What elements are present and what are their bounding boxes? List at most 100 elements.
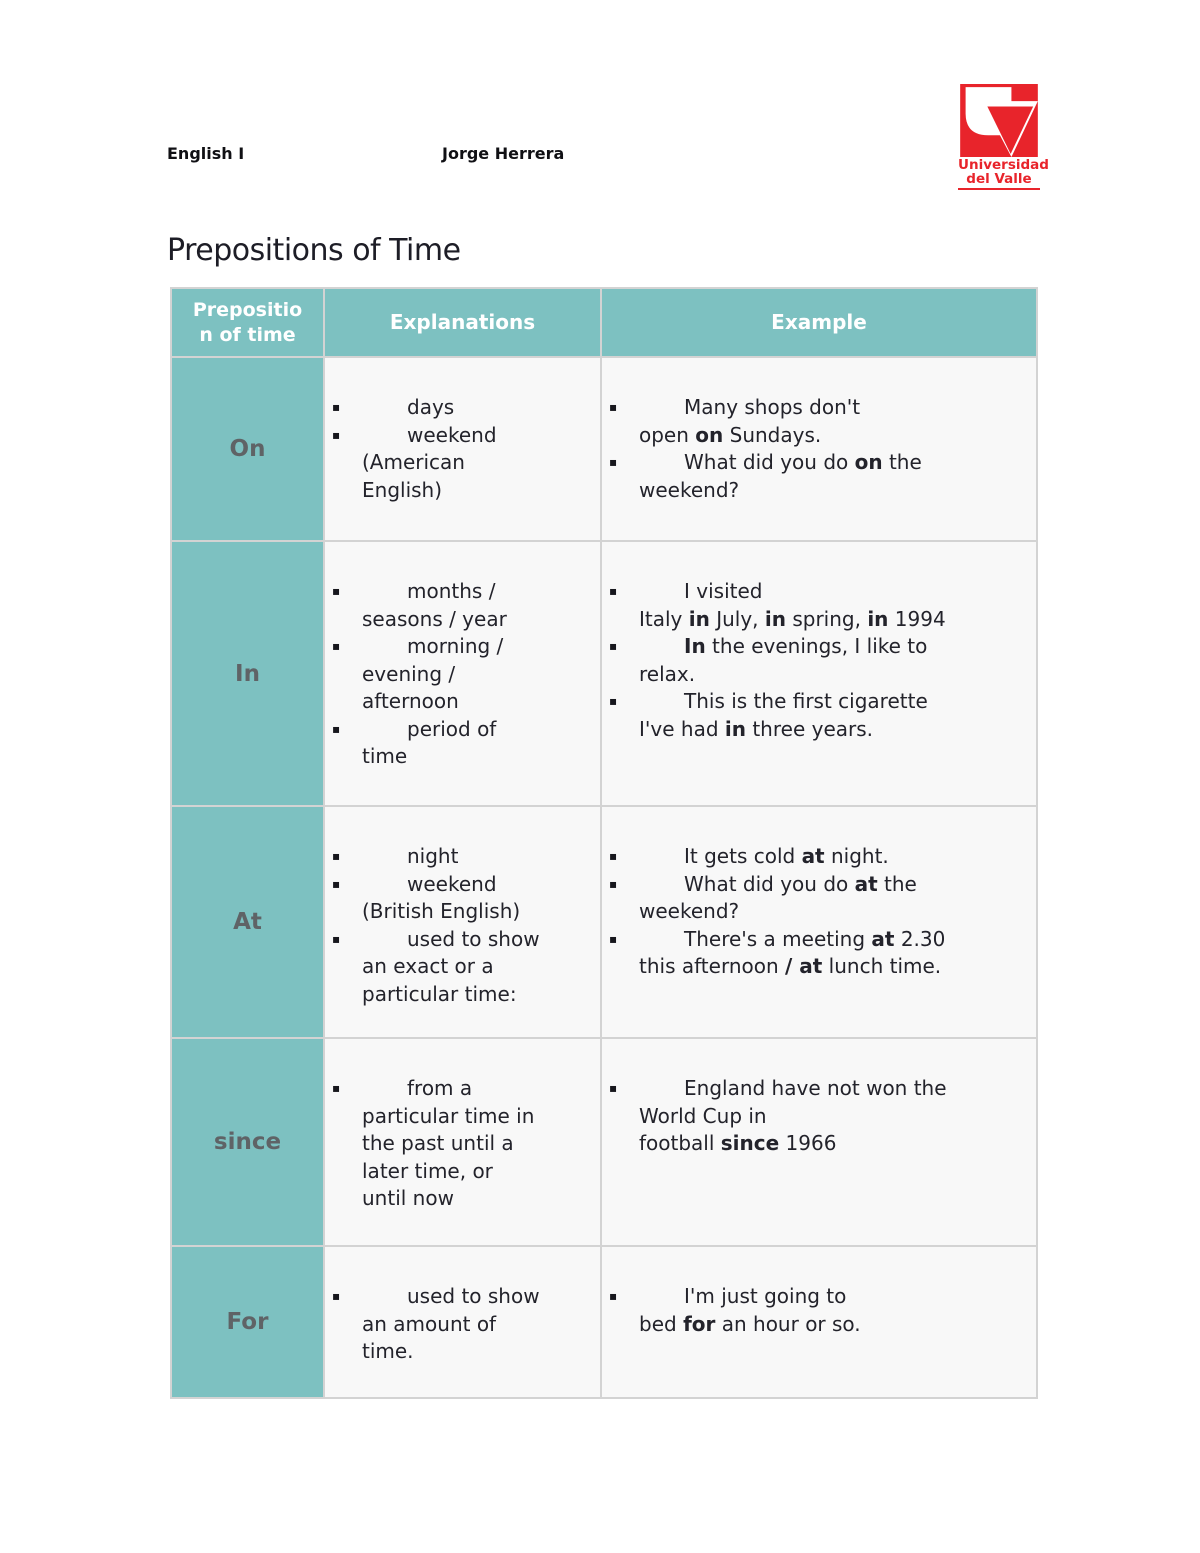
text-segment: weekend (British English)	[362, 871, 521, 924]
example-cell: ▪ I'm just going to bed for an hour or so…	[600, 1245, 1038, 1399]
list-item: ▪ What did you do at the weekend?	[602, 871, 1024, 926]
list-item: ▪ months / seasons / year	[325, 578, 588, 633]
explanation-cell: ▪ night ▪ weekend (British English) ▪ used to…	[323, 805, 602, 1039]
example-cell: ▪ England have not won the World Cup in f…	[600, 1037, 1038, 1247]
bullet-icon: ▪	[332, 849, 341, 863]
table-body: On ▪ days ▪ weekend (American English) ▪ Many …	[170, 356, 1038, 1399]
bullet-icon: ▪	[332, 400, 341, 414]
preposition-label: In	[170, 540, 325, 807]
explanation-cell: ▪ from a particular time in the past unti…	[323, 1037, 602, 1247]
text-segment: the weekend?	[639, 450, 922, 502]
bullet-icon: ▪	[609, 849, 618, 863]
text-segment: Sundays.	[723, 422, 822, 447]
highlighted-preposition: In	[684, 634, 706, 658]
text-segment: 2.30 this afternoon	[639, 926, 946, 979]
bullet-icon: ▪	[332, 1289, 341, 1303]
text-segment: the weekend?	[639, 871, 917, 924]
list-item: ▪ There's a meeting at 2.30 this afternoo…	[602, 926, 1024, 981]
text-segment: What did you do	[684, 450, 855, 474]
list-item: ▪ This is the first cigarette I've had in…	[602, 688, 1024, 743]
highlighted-preposition: for	[683, 1311, 716, 1336]
text-segment: months / seasons / year	[362, 579, 507, 631]
university-name: Universidad del Valle	[958, 158, 1049, 190]
list-item: ▪ days	[325, 394, 588, 422]
text-segment: an hour or so.	[715, 1311, 861, 1336]
bullet-icon: ▪	[609, 1289, 618, 1303]
list-item: ▪ weekend (American English)	[325, 422, 588, 505]
text-segment: 1994	[888, 606, 946, 631]
bullet-icon: ▪	[609, 584, 618, 598]
example-cell: ▪ Many shops don't open on Sundays. ▪ What …	[600, 356, 1038, 542]
list-item: ▪ period of time	[325, 716, 588, 771]
bullet-icon: ▪	[332, 931, 341, 946]
text-segment: lunch time.	[822, 954, 942, 978]
author-label: Jorge Herrera	[442, 144, 565, 163]
bullet-icon: ▪	[609, 931, 618, 946]
bullet-icon: ▪	[332, 639, 341, 653]
highlighted-preposition: in	[867, 606, 889, 631]
highlighted-preposition: in	[688, 606, 710, 631]
list-item: ▪ I'm just going to bed for an hour or so…	[602, 1283, 1024, 1338]
bullet-icon: ▪	[609, 1081, 618, 1095]
bullet-icon: ▪	[609, 400, 618, 414]
document-header: English I Jorge Herrera	[167, 144, 867, 163]
text-segment: July,	[709, 606, 765, 631]
list-item: ▪ night	[325, 843, 588, 871]
highlighted-preposition: since	[720, 1131, 780, 1155]
table-row: For ▪ used to show an amount of time. ▪ I'm …	[170, 1245, 1038, 1399]
explanation-cell: ▪ days ▪ weekend (American English)	[323, 356, 602, 542]
text-segment: What did you do	[684, 871, 855, 896]
text-segment: Many shops don't open	[639, 395, 861, 447]
text-segment: This is the first cigarette I've had	[639, 689, 928, 741]
explanation-cell: ▪ months / seasons / year ▪ morning / eveni…	[323, 540, 602, 807]
highlighted-preposition: at	[871, 926, 895, 951]
text-segment: morning / evening / afternoon	[362, 634, 504, 713]
column-header-preposition: Prepositio n of time	[170, 287, 325, 358]
text-segment: three years.	[745, 716, 874, 741]
table-row: In ▪ months / seasons / year ▪ morning / eve…	[170, 540, 1038, 807]
page-title: Prepositions of Time	[167, 233, 461, 268]
column-header-example: Example	[600, 287, 1038, 358]
bullet-icon: ▪	[332, 721, 341, 736]
preposition-label: At	[170, 805, 325, 1039]
list-item: ▪ England have not won the World Cup in f…	[602, 1075, 1024, 1158]
highlighted-preposition: on	[695, 422, 724, 447]
example-cell: ▪ It gets cold at night. ▪ What did you do …	[600, 805, 1038, 1039]
bullet-icon: ▪	[332, 584, 341, 598]
text-segment: I'm just going to bed	[639, 1284, 847, 1336]
prepositions-table: Prepositio n of time Explanations Exampl…	[170, 287, 1038, 1399]
text-segment: period of time	[362, 716, 497, 769]
list-item: ▪ It gets cold at night.	[602, 843, 1024, 871]
text-segment: the evenings, I like to relax.	[639, 634, 928, 686]
list-item: ▪ In the evenings, I like to relax.	[602, 633, 1024, 688]
column-header-explanations: Explanations	[323, 287, 602, 358]
highlighted-preposition: in	[764, 606, 786, 631]
text-segment: There's a meeting	[684, 926, 872, 951]
table-row: At ▪ night ▪ weekend (British English) ▪ used …	[170, 805, 1038, 1039]
bullet-icon: ▪	[609, 876, 618, 891]
example-cell: ▪ I visited Italy in July, in spring, in …	[600, 540, 1038, 807]
bullet-icon: ▪	[332, 876, 341, 891]
text-segment: used to show an amount of time.	[362, 1284, 540, 1363]
text-segment: days	[407, 395, 455, 419]
text-segment: night.	[824, 844, 889, 868]
explanation-cell: ▪ used to show an amount of time.	[323, 1245, 602, 1399]
list-item: ▪ Many shops don't open on Sundays.	[602, 394, 1024, 449]
bullet-icon: ▪	[609, 694, 618, 708]
universidad-del-valle-logo: Universidad del Valle	[958, 84, 1049, 190]
bullet-icon: ▪	[332, 1081, 341, 1095]
list-item: ▪ used to show an amount of time.	[325, 1283, 588, 1366]
text-segment: England have not won the World Cup in fo…	[639, 1076, 947, 1155]
university-logo-icon	[960, 84, 1038, 157]
course-label: English I	[167, 144, 245, 163]
list-item: ▪ from a particular time in the past unti…	[325, 1075, 588, 1213]
table-row: On ▪ days ▪ weekend (American English) ▪ Many …	[170, 356, 1038, 542]
bullet-icon: ▪	[609, 639, 618, 653]
highlighted-preposition: at	[801, 844, 825, 868]
highlighted-preposition: at	[854, 871, 878, 896]
text-segment: spring,	[785, 606, 868, 631]
bullet-icon: ▪	[332, 427, 341, 442]
list-item: ▪ I visited Italy in July, in spring, in …	[602, 578, 1024, 633]
list-item: ▪ used to show an exact or a particular t…	[325, 926, 588, 1009]
